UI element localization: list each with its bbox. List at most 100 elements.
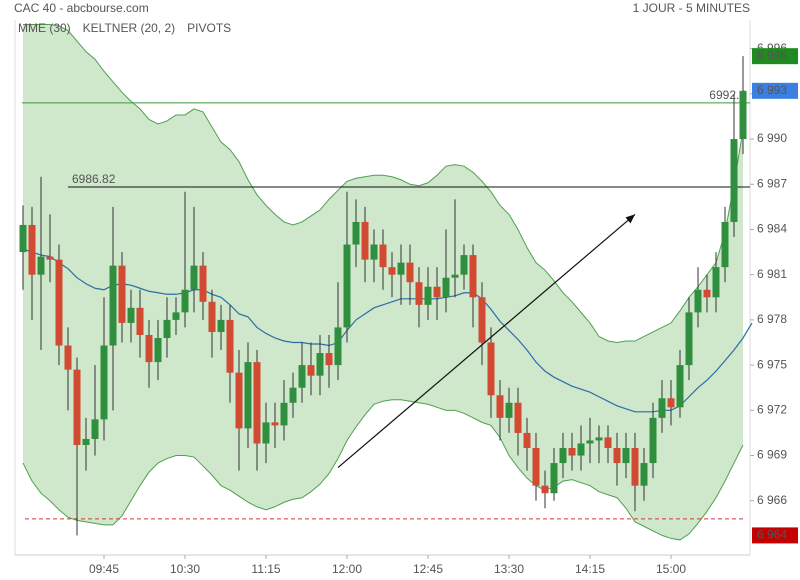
candle-body — [253, 362, 261, 444]
candle-body — [577, 443, 585, 456]
candle-body — [46, 256, 54, 260]
candle-body — [712, 267, 720, 298]
candle-body — [487, 342, 495, 396]
horizontal-line-label: 6986.82 — [72, 172, 116, 186]
candle-body — [163, 319, 171, 338]
candle-body — [199, 265, 207, 302]
candle-body — [181, 289, 189, 313]
candle-body — [145, 334, 153, 363]
price-badge-label: 6 993 — [757, 83, 787, 97]
candle-body — [739, 90, 747, 140]
candle-body — [667, 398, 675, 408]
candle-body — [505, 402, 513, 418]
legend-entry: MME (30) — [18, 21, 71, 35]
candle-body — [217, 319, 225, 332]
candle-body — [28, 224, 36, 275]
candle-body — [325, 353, 333, 366]
price-badge-label: 6 996 — [757, 48, 787, 62]
candle-body — [424, 286, 432, 305]
candle-body — [352, 221, 360, 245]
candle-body — [586, 440, 594, 444]
candle-body — [613, 448, 621, 464]
x-tick-label: 15:00 — [656, 562, 686, 576]
candle-body — [379, 244, 387, 268]
legend-entry: PIVOTS — [187, 21, 231, 35]
x-tick-label: 13:30 — [494, 562, 524, 576]
x-tick-label: 14:15 — [575, 562, 605, 576]
candle-body — [73, 369, 81, 445]
candle-body — [622, 448, 630, 464]
candle-body — [469, 255, 477, 298]
candle-body — [721, 221, 729, 268]
candle-body — [451, 274, 459, 278]
candle-body — [415, 282, 423, 305]
candle-body — [19, 224, 27, 253]
y-tick-label: 6 975 — [757, 357, 787, 371]
candle-body — [334, 327, 342, 366]
candle-body — [658, 398, 666, 418]
candle-body — [82, 438, 90, 445]
price-badge — [752, 48, 798, 65]
x-tick-label: 09:45 — [89, 562, 119, 576]
candle-body — [235, 372, 243, 429]
candle-body — [595, 437, 603, 441]
candle-body — [127, 307, 135, 323]
y-tick-label: 6 990 — [757, 131, 787, 145]
candle-body — [262, 422, 270, 444]
candle-body — [109, 265, 117, 346]
y-tick-label: 6 978 — [757, 312, 787, 326]
candle-body — [631, 448, 639, 486]
candle-body — [568, 448, 576, 456]
mme-line — [22, 248, 753, 413]
candle-body — [91, 419, 99, 439]
candle-body — [433, 286, 441, 298]
candle-body — [514, 402, 522, 433]
candle-body — [190, 265, 198, 290]
keltner-upper — [23, 24, 744, 344]
price-badge — [752, 82, 798, 99]
candle-body — [559, 448, 567, 464]
candle-body — [271, 422, 279, 426]
horizontal-line-label: 6992.4 — [709, 88, 746, 102]
y-tick-label: 6 984 — [757, 222, 787, 236]
candle-body — [298, 365, 306, 388]
y-tick-label: 6 981 — [757, 267, 787, 281]
price-badge-label: 6 964 — [757, 528, 787, 542]
candle-body — [280, 402, 288, 426]
chart-title: CAC 40 - abcbourse.com — [14, 1, 149, 15]
candle-body — [496, 395, 504, 418]
trend-arrowhead — [625, 214, 635, 224]
candle-body — [370, 244, 378, 260]
x-tick-label: 10:30 — [170, 562, 200, 576]
candle-body — [604, 437, 612, 448]
candle-body — [694, 289, 702, 313]
candle-body — [460, 255, 468, 275]
y-tick-label: 6 966 — [757, 493, 787, 507]
candle-body — [289, 387, 297, 403]
y-tick-label: 6 972 — [757, 402, 787, 416]
candle-body — [172, 312, 180, 320]
chart-subtitle: 1 JOUR - 5 MINUTES — [633, 1, 750, 15]
candle-body — [640, 463, 648, 486]
candle-body — [730, 139, 738, 222]
candle-body — [406, 262, 414, 283]
y-tick-label: 6 969 — [757, 448, 787, 462]
candle-body — [343, 244, 351, 328]
y-tick-label: 6 987 — [757, 176, 787, 190]
candle-body — [442, 277, 450, 298]
candle-body — [397, 262, 405, 275]
candle-body — [316, 353, 324, 376]
candle-body — [136, 307, 144, 335]
candle-body — [685, 312, 693, 366]
x-tick-label: 11:15 — [251, 562, 280, 576]
candle-body — [550, 463, 558, 494]
keltner-lower — [22, 399, 744, 541]
candle-body — [154, 337, 162, 363]
x-tick-label: 12:00 — [332, 562, 362, 576]
candle-body — [37, 256, 45, 275]
candle-body — [208, 301, 216, 332]
candle-body — [649, 417, 657, 464]
trend-line — [337, 213, 636, 469]
price-badge — [752, 527, 798, 544]
